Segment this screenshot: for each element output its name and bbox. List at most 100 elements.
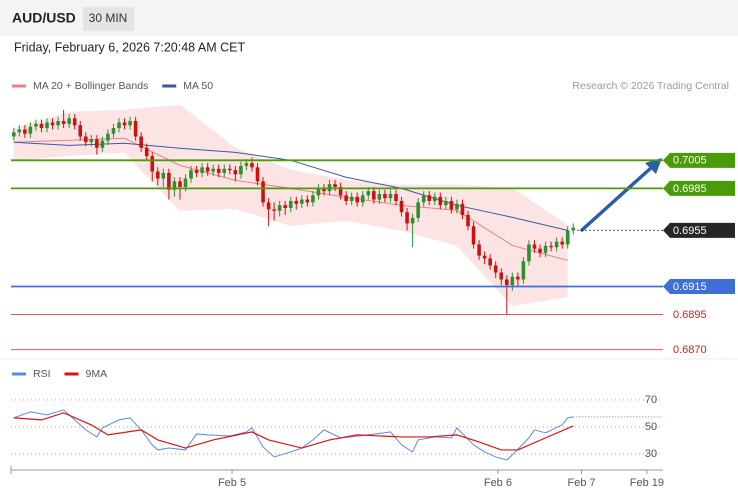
candle-body <box>144 147 149 157</box>
candle-body <box>228 168 232 171</box>
candle-body <box>549 245 553 248</box>
candle-body <box>261 181 265 203</box>
candle-body <box>338 186 343 196</box>
candle-body <box>272 209 276 211</box>
candle-body <box>100 140 105 148</box>
forecast-arrow <box>580 158 662 232</box>
candle-body <box>349 196 354 201</box>
candle-body <box>56 121 60 126</box>
candle-body <box>383 193 387 199</box>
candle-body <box>150 156 155 172</box>
candle-body <box>244 163 249 166</box>
candle-body <box>189 170 193 179</box>
candle-body <box>200 167 204 173</box>
x-tick-label: Feb 6 <box>484 477 512 489</box>
candle-body <box>438 196 443 206</box>
candle-body <box>493 265 498 273</box>
candle-body <box>11 132 16 137</box>
candle-body <box>466 215 470 227</box>
candle-body <box>250 163 254 168</box>
level-label-box <box>663 180 735 196</box>
source: Research © 2026 Trading Central <box>572 80 729 92</box>
candle-body <box>477 244 481 256</box>
candle-body <box>421 195 426 203</box>
arrow-head <box>645 158 662 174</box>
candle-body <box>50 122 55 126</box>
candle-body <box>67 118 71 124</box>
level-label-box <box>663 222 735 238</box>
candle-body <box>388 193 393 199</box>
x-tick-label: Feb 19 <box>630 477 664 489</box>
symbol: AUD/USD <box>12 10 76 26</box>
legend-label: MA 20 + Bollinger Bands <box>33 80 148 92</box>
candle-body <box>300 199 304 204</box>
candle-body <box>266 202 271 210</box>
level-label-box <box>663 152 735 168</box>
candle-body <box>405 212 409 224</box>
rsi-tick-label: 30 <box>645 448 657 460</box>
candle-body <box>294 200 299 204</box>
x-tick-label: Feb 5 <box>218 477 246 489</box>
candle-body <box>410 217 415 224</box>
candle-body <box>455 203 459 210</box>
candle-body <box>460 203 465 215</box>
candle-body <box>344 195 348 201</box>
candle-body <box>482 255 487 259</box>
timeframe: 30 MIN <box>89 11 128 25</box>
candle-body <box>532 244 537 249</box>
candle-body <box>488 258 492 266</box>
bollinger-upper <box>13 104 568 226</box>
candle-body <box>239 165 243 175</box>
rsi-tick-label: 70 <box>645 394 657 406</box>
candle-body <box>449 200 454 210</box>
candle-body <box>510 276 515 286</box>
candle-body <box>366 191 371 196</box>
candle-body <box>155 171 160 179</box>
candle-body <box>305 199 310 203</box>
candle-body <box>394 193 398 201</box>
candle-body <box>17 129 22 133</box>
candle-body <box>89 139 94 143</box>
candle-body <box>128 121 132 126</box>
candle-body <box>444 200 448 206</box>
candle-body <box>39 123 44 129</box>
candle-body <box>527 244 531 262</box>
x-tick-label: Feb 7 <box>567 477 595 489</box>
level-label: 0.6985 <box>673 183 707 195</box>
rsi-tick-label: 50 <box>645 421 657 433</box>
candle-body <box>72 118 77 126</box>
candle-body <box>45 122 49 129</box>
candle-body <box>78 125 83 137</box>
candle-body <box>355 196 360 203</box>
timeframe-box <box>83 7 134 31</box>
candle-body <box>28 126 33 134</box>
candle-body <box>233 170 238 175</box>
candle-body <box>183 178 188 187</box>
candle-body <box>565 230 570 245</box>
candle-body <box>23 129 27 134</box>
candle-body <box>277 205 282 211</box>
candle-body <box>554 241 559 248</box>
candle-body <box>360 195 365 203</box>
candle-body <box>322 188 326 192</box>
candle-body <box>538 248 542 253</box>
bollinger-lower <box>13 151 568 307</box>
candle-body <box>222 168 227 173</box>
candle-body <box>133 121 138 137</box>
candle-body <box>216 168 221 173</box>
candle-body <box>111 128 116 134</box>
candle-body <box>255 167 260 182</box>
candle-body <box>571 227 576 231</box>
candle-body <box>283 205 288 208</box>
level-label-box <box>663 279 735 294</box>
candle-body <box>504 279 509 286</box>
candle-body <box>61 121 66 124</box>
candle-body <box>377 193 382 200</box>
candle-body <box>432 196 437 201</box>
candle-body <box>521 261 526 280</box>
price-pane <box>11 104 576 315</box>
arrow-shaft <box>580 165 654 232</box>
level-label: 0.7005 <box>673 155 707 167</box>
candle-body <box>427 195 432 201</box>
candle-body <box>399 200 404 213</box>
